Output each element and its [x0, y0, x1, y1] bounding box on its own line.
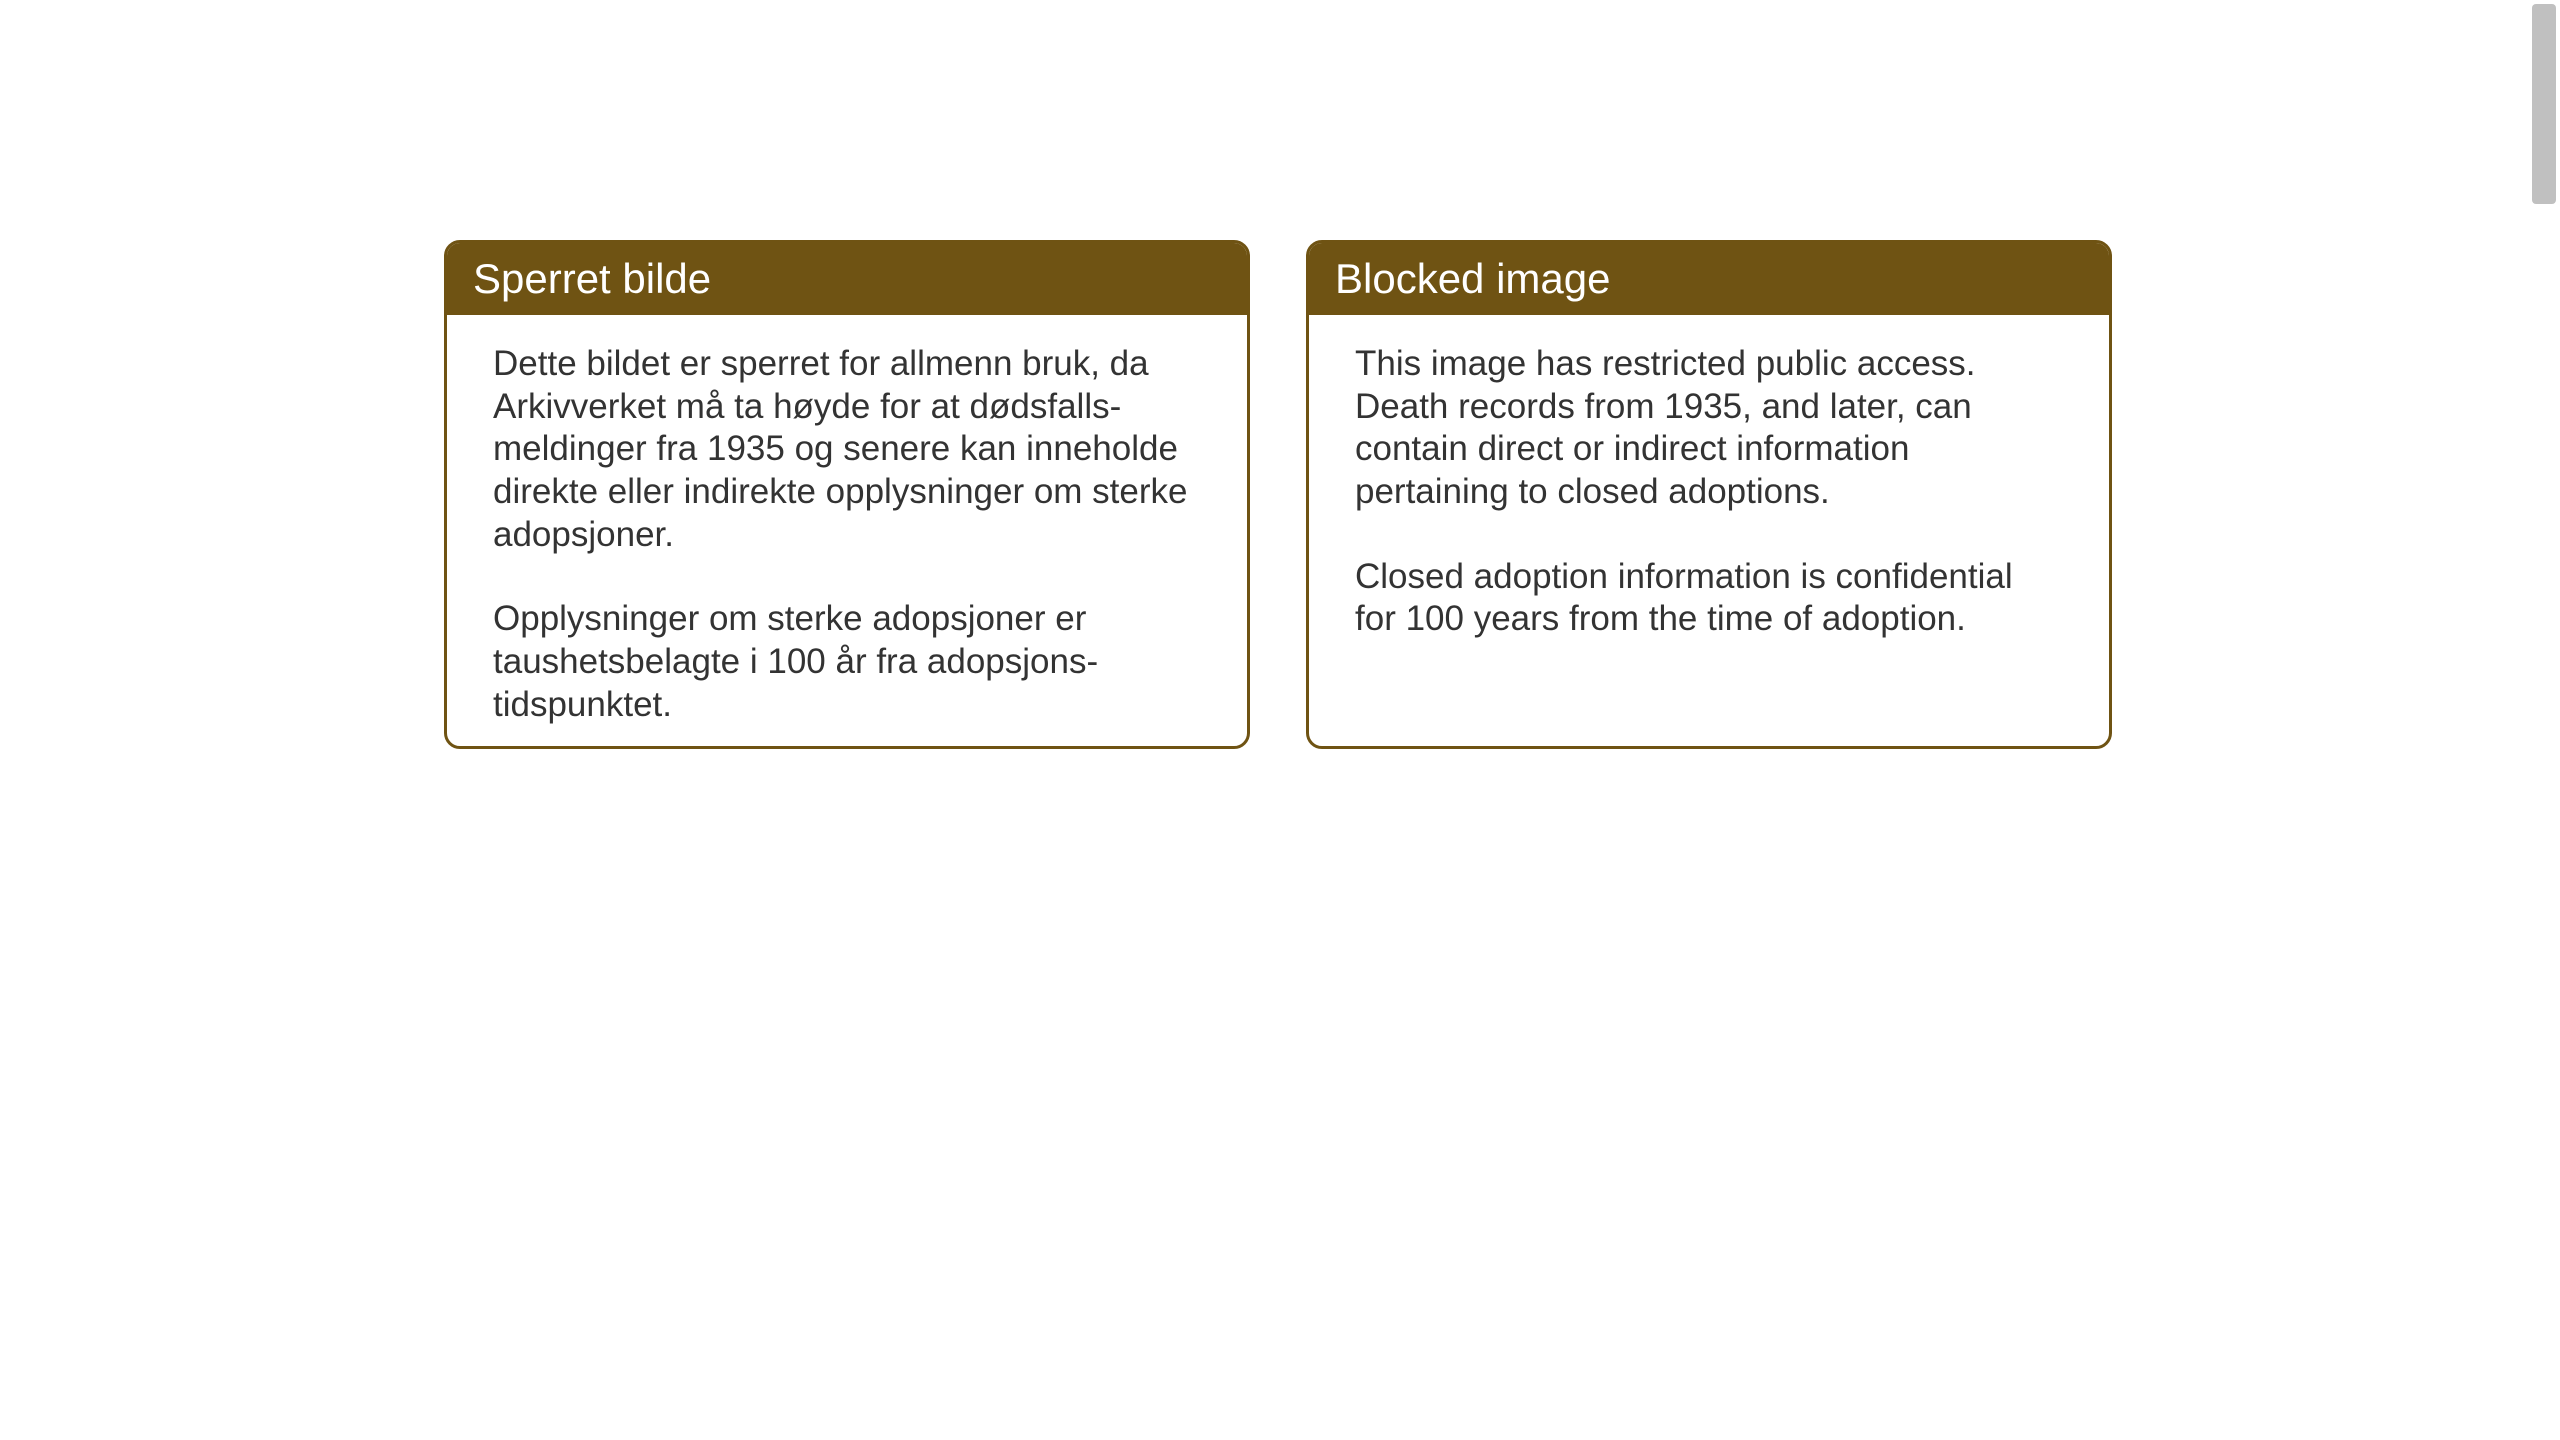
- card-norwegian-title: Sperret bilde: [447, 243, 1247, 315]
- card-english-paragraph1: This image has restricted public access.…: [1355, 343, 2063, 514]
- vertical-scrollbar[interactable]: [2532, 4, 2556, 204]
- card-english-body: This image has restricted public access.…: [1309, 315, 2109, 669]
- card-norwegian-body: Dette bildet er sperret for allmenn bruk…: [447, 315, 1247, 749]
- card-norwegian-paragraph2: Opplysninger om sterke adopsjoner er tau…: [493, 598, 1201, 726]
- card-english-paragraph2: Closed adoption information is confident…: [1355, 556, 2063, 641]
- card-norwegian-paragraph1: Dette bildet er sperret for allmenn bruk…: [493, 343, 1201, 556]
- cards-container: Sperret bilde Dette bildet er sperret fo…: [444, 240, 2112, 749]
- card-english: Blocked image This image has restricted …: [1306, 240, 2112, 749]
- card-norwegian: Sperret bilde Dette bildet er sperret fo…: [444, 240, 1250, 749]
- card-english-title: Blocked image: [1309, 243, 2109, 315]
